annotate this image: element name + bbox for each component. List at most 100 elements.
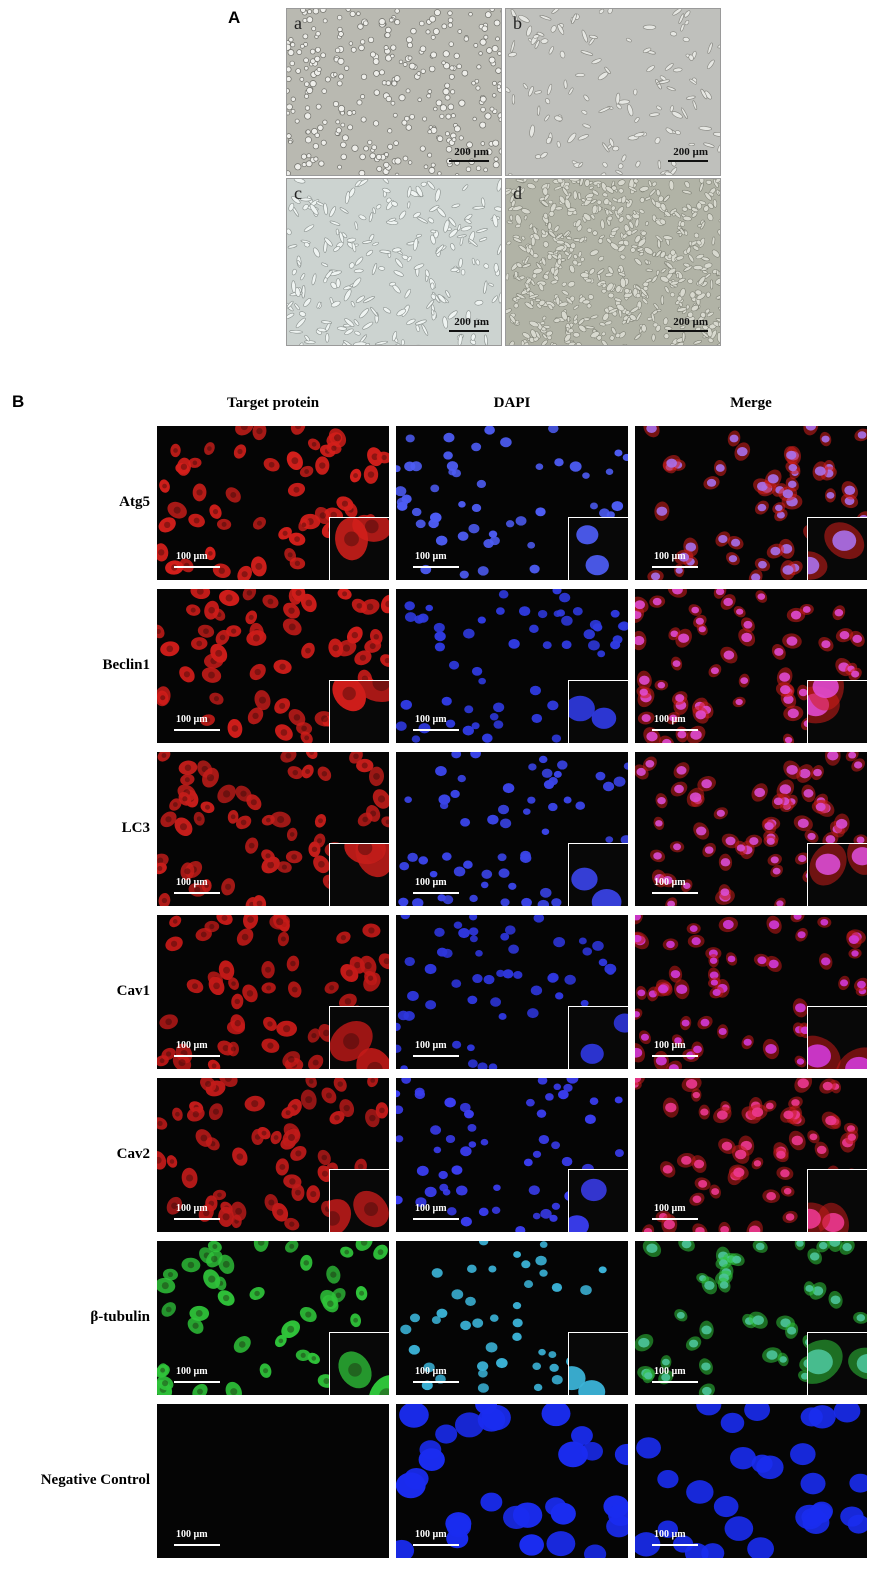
fluorescence-image-target: 100 µm (157, 1404, 389, 1558)
fluorescence-image-target: 100 µm (157, 752, 389, 906)
zoom-inset (568, 843, 628, 906)
scale-bar-label: 200 µm (673, 146, 708, 158)
scale-bar (652, 1544, 698, 1546)
scale-bar-label: 100 µm (654, 714, 686, 725)
zoom-inset (568, 1332, 628, 1395)
scale-bar (652, 566, 698, 568)
scale-bar-label: 100 µm (176, 877, 208, 888)
scale-bar-label: 100 µm (415, 1366, 447, 1377)
fluorescence-image-dapi: 100 µm (396, 915, 628, 1069)
fluorescence-image-merge: 100 µm (635, 1241, 867, 1395)
fluorescence-image-dapi: 100 µm (396, 1078, 628, 1232)
micrograph-d: d 200 µm (505, 178, 721, 346)
zoom-inset (568, 680, 628, 743)
fluorescence-image-target: 100 µm (157, 589, 389, 743)
zoom-inset (807, 517, 867, 580)
zoom-inset (329, 517, 389, 580)
fluorescence-image-dapi: 100 µm (396, 589, 628, 743)
scale-bar-label: 100 µm (415, 1529, 447, 1540)
fluorescence-image-merge: 100 µm (635, 426, 867, 580)
fluorescence-image-dapi: 100 µm (396, 1404, 628, 1558)
zoom-inset (568, 1169, 628, 1232)
scale-bar (652, 892, 698, 894)
panel-a-label: A (228, 8, 241, 27)
scale-bar (413, 1055, 459, 1057)
scale-bar-label: 100 µm (176, 551, 208, 562)
fluorescence-image-target: 100 µm (157, 1078, 389, 1232)
fluorescence-image-dapi: 100 µm (396, 1241, 628, 1395)
scale-bar-label: 200 µm (454, 146, 489, 158)
subpanel-label-b: b (513, 13, 522, 33)
zoom-inset (568, 517, 628, 580)
zoom-inset (329, 680, 389, 743)
scale-bar-label: 100 µm (654, 1366, 686, 1377)
row-label-cav1: Cav1 (116, 983, 150, 999)
scale-bar (174, 1218, 220, 1220)
scale-bar (174, 892, 220, 894)
scale-bar (413, 1544, 459, 1546)
zoom-inset (807, 1006, 867, 1069)
zoom-inset (329, 843, 389, 906)
fluorescence-image-merge: 100 µm (635, 752, 867, 906)
fluorescence-image-target: 100 µm (157, 426, 389, 580)
scale-bar (174, 1055, 220, 1057)
scale-bar-label: 100 µm (654, 1040, 686, 1051)
scale-bar (652, 1055, 698, 1057)
scale-bar-label: 100 µm (654, 1203, 686, 1214)
column-header-target-protein: Target protein (226, 395, 320, 411)
fluorescence-image-dapi: 100 µm (396, 426, 628, 580)
scale-bar-label: 200 µm (673, 316, 708, 328)
scale-bar (652, 1381, 698, 1383)
scale-bar (174, 1544, 220, 1546)
scale-bar (413, 1218, 459, 1220)
scale-bar (413, 892, 459, 894)
fluorescence-image-merge: 100 µm (635, 589, 867, 743)
scale-bar (449, 160, 489, 162)
scale-bar (413, 729, 459, 731)
scale-bar-label: 100 µm (176, 714, 208, 725)
fluorescence-image-merge: 100 µm (635, 1078, 867, 1232)
scale-bar-label: 100 µm (176, 1529, 208, 1540)
scale-bar-label: 100 µm (654, 551, 686, 562)
micrograph-c: c 200 µm (286, 178, 502, 346)
scale-bar-label: 100 µm (654, 1529, 686, 1540)
zoom-inset (807, 1169, 867, 1232)
subpanel-label-a: a (294, 13, 302, 33)
scale-bar (174, 729, 220, 731)
micrograph-a: a 200 µm (286, 8, 502, 176)
scale-bar-label: 100 µm (176, 1203, 208, 1214)
row-label-atg5: Atg5 (119, 494, 150, 510)
zoom-inset (807, 843, 867, 906)
panel-b-label: B (12, 392, 25, 411)
scale-bar-label: 100 µm (176, 1040, 208, 1051)
subpanel-label-c: c (294, 183, 302, 203)
scale-bar-label: 200 µm (454, 316, 489, 328)
scale-bar-label: 100 µm (415, 714, 447, 725)
scale-bar (174, 1381, 220, 1383)
micrograph-b: b 200 µm (505, 8, 721, 176)
scale-bar (449, 330, 489, 332)
scale-bar-label: 100 µm (176, 1366, 208, 1377)
column-header-dapi: DAPI (493, 395, 531, 411)
row-label-negative-control: Negative Control (40, 1472, 150, 1488)
scale-bar-label: 100 µm (415, 877, 447, 888)
scale-bar (668, 160, 708, 162)
scale-bar-label: 100 µm (415, 1040, 447, 1051)
row-label--tubulin: β-tubulin (90, 1309, 150, 1325)
scale-bar-label: 100 µm (415, 1203, 447, 1214)
row-label-beclin1: Beclin1 (102, 657, 151, 673)
scale-bar (652, 729, 698, 731)
fluorescence-image-merge: 100 µm (635, 915, 867, 1069)
fluorescence-image-target: 100 µm (157, 915, 389, 1069)
fluorescence-image-merge: 100 µm (635, 1404, 867, 1558)
scale-bar (652, 1218, 698, 1220)
zoom-inset (807, 680, 867, 743)
zoom-inset (807, 1332, 867, 1395)
scale-bar (174, 566, 220, 568)
fluorescence-image-target: 100 µm (157, 1241, 389, 1395)
fluorescence-image-dapi: 100 µm (396, 752, 628, 906)
zoom-inset (329, 1169, 389, 1232)
scale-bar-label: 100 µm (415, 551, 447, 562)
scale-bar (413, 566, 459, 568)
row-label-cav2: Cav2 (116, 1146, 150, 1162)
